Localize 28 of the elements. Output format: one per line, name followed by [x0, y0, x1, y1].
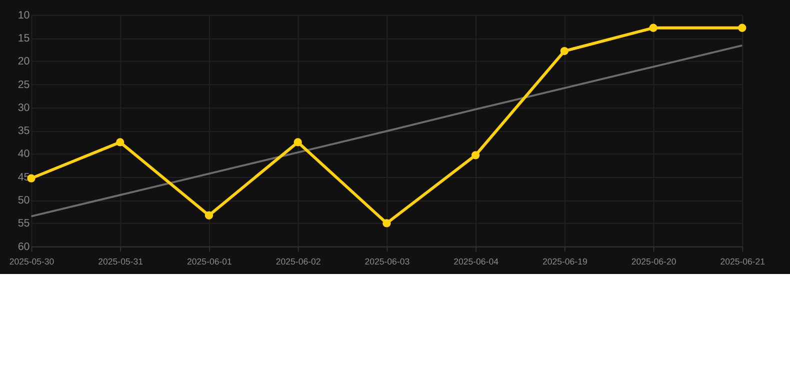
y-tick-label: 35: [18, 125, 30, 138]
point: [294, 138, 302, 146]
point: [738, 24, 746, 32]
line-series: [30, 44, 744, 218]
x-tick-label: 2025-06-03: [364, 256, 410, 266]
x-tick-label: 2025-06-04: [454, 256, 499, 266]
y-tick-label: 60: [18, 240, 30, 253]
y-tick-label: 40: [18, 148, 30, 160]
point: [560, 46, 569, 56]
y-tick-label: 50: [18, 194, 30, 206]
point: [649, 24, 658, 32]
y-tick-label: 25: [18, 78, 30, 91]
x-tick-label: 2025-06-21: [720, 256, 766, 266]
x-tick-label: 2025-06-20: [631, 256, 676, 266]
x-tick-label: 2025-06-02: [276, 256, 321, 266]
y-tick-label: 15: [18, 32, 30, 44]
x-tick-label: 2025-05-30: [9, 256, 54, 266]
y-tick-label: 10: [18, 9, 30, 22]
point: [116, 138, 124, 146]
y-tick-label: 20: [18, 56, 30, 68]
y-tick-label: 55: [18, 218, 30, 230]
point: [382, 219, 391, 228]
point: [471, 151, 480, 160]
point: [204, 211, 214, 220]
x-tick-label: 2025-05-31: [98, 256, 144, 266]
x-tick-label: 2025-06-01: [187, 256, 232, 266]
x-tick-label: 2025-06-19: [542, 256, 588, 266]
y-tick-label: 30: [18, 102, 30, 114]
